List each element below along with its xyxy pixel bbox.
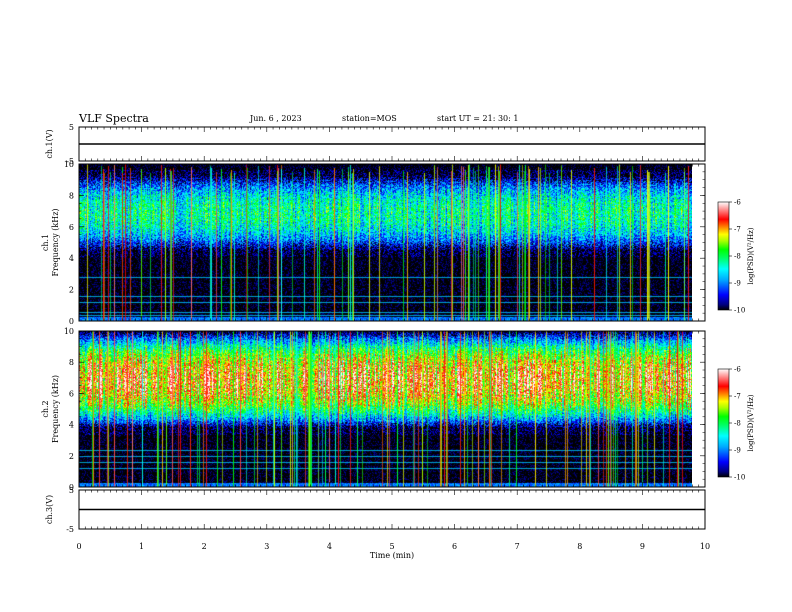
x-tick-label: 6 <box>452 542 457 551</box>
date-label: Jun. 6 , 2023 <box>250 114 302 123</box>
y-axis-label: ch.1(V) <box>45 129 54 158</box>
y-axis-label: ch.3(V) <box>45 495 54 524</box>
colorbar-tick-label: -6 <box>734 366 741 374</box>
x-tick-label: 2 <box>202 542 207 551</box>
colorbar-tick-label: -10 <box>734 307 745 315</box>
y-axis-label-channel: ch.1 <box>41 234 50 251</box>
colorbar-tick-label: -8 <box>734 253 741 261</box>
colorbar-tick-label: -10 <box>734 474 745 482</box>
x-tick-label: 9 <box>640 542 645 551</box>
x-tick-label: 8 <box>577 542 582 551</box>
y-tick-label: 6 <box>69 223 74 232</box>
x-tick-label: 1 <box>139 542 144 551</box>
x-tick-label: 3 <box>264 542 269 551</box>
colorbar-tick-label: -8 <box>734 420 741 428</box>
colorbar-tick-label: -9 <box>734 447 741 455</box>
x-axis-label: Time (min) <box>370 551 414 560</box>
colorbar-label: log(PSD)(V²/Hz) <box>747 394 755 451</box>
spectrogram-image-ch1 <box>79 164 692 321</box>
y-tick-label: 0 <box>69 317 74 326</box>
colorbar-tick-label: -7 <box>734 226 741 234</box>
y-tick-label: 0 <box>69 483 74 492</box>
y-tick-label: 4 <box>69 254 74 263</box>
y-axis-label: Frequency (kHz) <box>51 375 60 443</box>
y-axis-label-channel: ch.2 <box>41 400 50 417</box>
y-tick-label: 8 <box>69 191 74 200</box>
colorbar-tick-label: -6 <box>734 199 741 207</box>
x-tick-label: 0 <box>76 542 81 551</box>
colorbar-ch2 <box>717 368 730 478</box>
y-tick-label: 10 <box>64 160 74 169</box>
station-label: station=MOS <box>342 114 397 123</box>
colorbar-label: log(PSD)(V²/Hz) <box>747 227 755 284</box>
colorbar-ch1 <box>717 201 730 311</box>
colorbar-tick-label: -9 <box>734 280 741 288</box>
y-axis-label: Frequency (kHz) <box>51 208 60 276</box>
y-tick-label: 10 <box>64 327 74 336</box>
x-tick-label: 4 <box>327 542 332 551</box>
y-tick-label: 2 <box>69 452 74 461</box>
y-tick-label: 4 <box>69 421 74 430</box>
y-tick-label: 6 <box>69 389 74 398</box>
x-tick-label: 10 <box>700 542 710 551</box>
y-tick-label: 5 <box>69 123 74 132</box>
x-tick-label: 7 <box>515 542 520 551</box>
start-ut-label: start UT = 21: 30: 1 <box>437 114 519 123</box>
y-tick-label: 5 <box>69 486 74 495</box>
y-tick-label: -5 <box>66 157 74 166</box>
x-tick-label: 5 <box>389 542 394 551</box>
spectrogram-image-ch2 <box>79 331 692 487</box>
y-tick-label: 8 <box>69 358 74 367</box>
y-tick-label: 2 <box>69 286 74 295</box>
figure-title: VLF Spectra <box>79 112 149 125</box>
y-tick-label: -5 <box>66 525 74 534</box>
colorbar-tick-label: -7 <box>734 393 741 401</box>
